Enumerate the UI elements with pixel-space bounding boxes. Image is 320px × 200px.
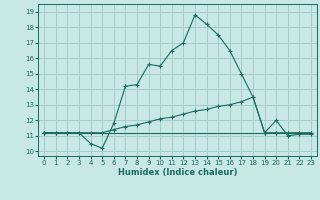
X-axis label: Humidex (Indice chaleur): Humidex (Indice chaleur)	[118, 168, 237, 177]
